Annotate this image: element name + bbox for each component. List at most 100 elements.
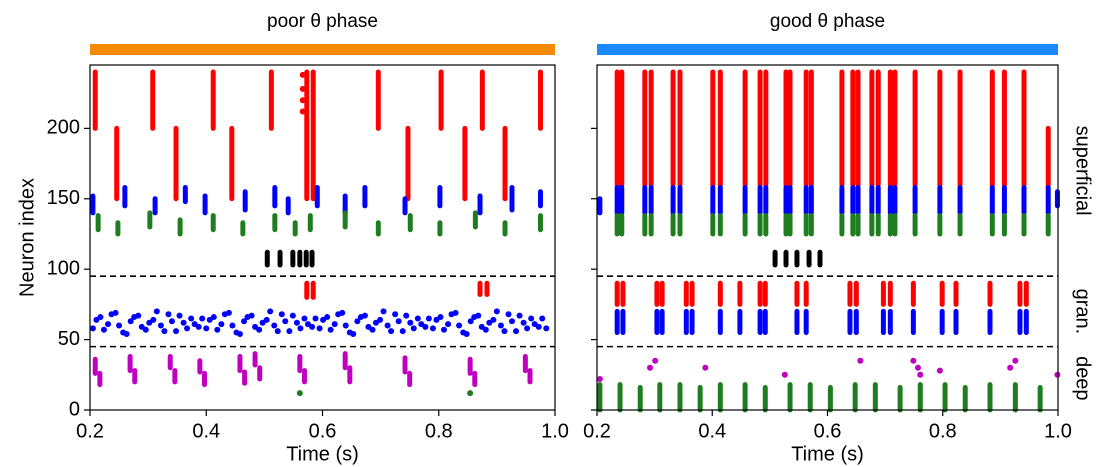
spike — [161, 328, 168, 335]
spike — [463, 330, 470, 337]
spike — [543, 325, 550, 332]
spike — [331, 321, 338, 328]
x-tick-label: 0.4 — [192, 420, 220, 442]
region-label: superficial — [1072, 126, 1094, 216]
x-tick-label: 0.2 — [76, 420, 104, 442]
spike — [146, 319, 153, 326]
spike — [596, 376, 603, 383]
spike — [299, 71, 306, 78]
spike — [399, 328, 406, 335]
spike — [1007, 364, 1014, 371]
spike — [1012, 357, 1019, 364]
spike — [312, 315, 319, 322]
spike — [513, 328, 520, 335]
region-label: gran. — [1072, 289, 1094, 335]
spike — [384, 322, 391, 329]
spike — [357, 314, 364, 321]
spike — [116, 322, 123, 329]
spike — [127, 318, 134, 325]
spike — [914, 364, 921, 371]
spike — [418, 321, 425, 328]
spike — [157, 322, 164, 329]
spike — [467, 390, 474, 397]
spike — [433, 316, 440, 323]
spike — [445, 321, 452, 328]
spike — [301, 315, 308, 322]
spike — [299, 97, 306, 104]
spike — [539, 315, 546, 322]
spike — [652, 357, 659, 364]
plot-frame — [89, 64, 556, 411]
spike — [278, 311, 285, 318]
spike — [354, 318, 361, 325]
spike — [244, 314, 251, 321]
spike — [299, 108, 306, 115]
spike — [425, 315, 432, 322]
spike — [316, 325, 323, 332]
spike — [335, 311, 342, 318]
spike — [241, 318, 248, 325]
spike — [299, 85, 306, 92]
spike — [342, 322, 349, 329]
spike — [508, 318, 515, 325]
x-axis-label: Time (s) — [791, 443, 864, 465]
x-tick-label: 1.0 — [1044, 420, 1072, 442]
spike — [206, 316, 213, 323]
spike — [350, 330, 357, 337]
spike — [188, 315, 195, 322]
spike — [267, 308, 274, 315]
x-tick-label: 1.0 — [541, 420, 569, 442]
spike — [936, 367, 943, 374]
spike — [296, 390, 303, 397]
spike — [372, 319, 379, 326]
spike — [456, 322, 463, 329]
spike — [392, 311, 399, 318]
region-label: deep — [1072, 356, 1094, 401]
plot-frame — [596, 64, 1059, 411]
spike — [327, 326, 334, 333]
spike — [910, 357, 917, 364]
spike — [365, 323, 372, 330]
spike — [286, 328, 293, 335]
spike — [497, 322, 504, 329]
spike — [320, 316, 327, 323]
spike — [218, 321, 225, 328]
spike — [168, 318, 175, 325]
spike — [293, 319, 300, 326]
spike — [271, 322, 278, 329]
spike — [138, 323, 145, 330]
title-bar — [90, 44, 555, 55]
spike — [131, 314, 138, 321]
spike — [252, 323, 259, 330]
spike — [236, 330, 243, 337]
spike — [467, 318, 474, 325]
spike — [702, 364, 709, 371]
spike — [388, 328, 395, 335]
spike — [414, 315, 421, 322]
spike — [165, 311, 172, 318]
spike — [917, 371, 924, 378]
spike — [180, 319, 187, 326]
spike — [395, 318, 402, 325]
spike — [289, 312, 296, 319]
y-tick-label: 150 — [47, 187, 80, 209]
spike — [403, 312, 410, 319]
x-tick-label: 0.6 — [309, 420, 337, 442]
spike — [214, 326, 221, 333]
spike — [440, 326, 447, 333]
spike — [448, 311, 455, 318]
x-axis-label: Time (s) — [286, 443, 359, 465]
spike — [524, 325, 531, 332]
spike — [199, 315, 206, 322]
spike — [516, 312, 523, 319]
spike — [153, 308, 160, 315]
title-bar — [597, 44, 1058, 55]
x-tick-label: 0.8 — [425, 420, 453, 442]
y-tick-label: 100 — [47, 257, 80, 279]
spike — [486, 319, 493, 326]
spike — [259, 319, 266, 326]
spike — [105, 321, 112, 328]
spike — [429, 325, 436, 332]
spike — [520, 319, 527, 326]
